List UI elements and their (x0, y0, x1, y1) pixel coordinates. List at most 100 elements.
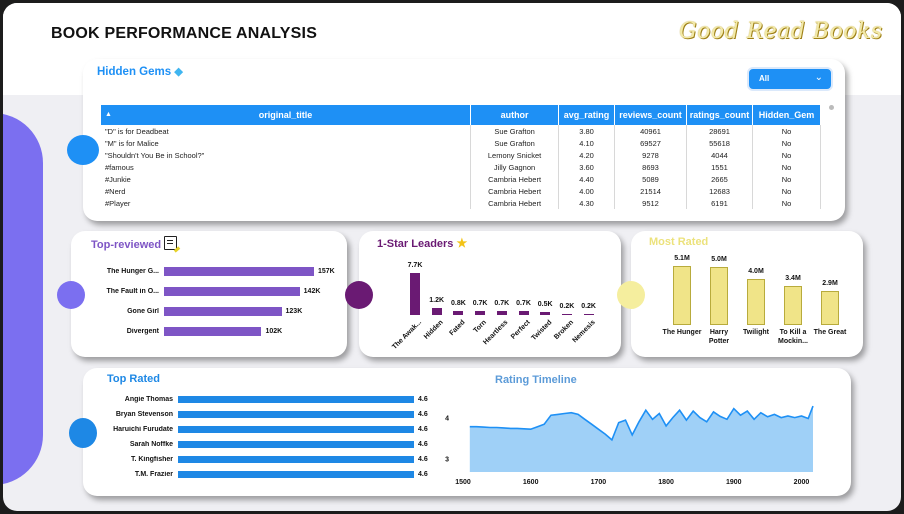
x-tick-label: 1900 (726, 479, 742, 486)
bar[interactable] (164, 267, 314, 276)
table-row[interactable]: "D" is for Deadbeat Sue Grafton 3.80 40961 2… (101, 125, 821, 137)
bar[interactable] (784, 285, 802, 325)
top-reviewed-title: Top-reviewed (91, 236, 181, 253)
filter-dropdown[interactable]: All ⌄ (747, 67, 833, 91)
bar-category-label: Twilight (743, 329, 769, 336)
table-cell-avg-rating: 3.80 (558, 125, 616, 137)
bar-category-label: Perfect (509, 319, 532, 341)
table-cell-avg-rating: 4.40 (558, 173, 616, 185)
table-cell-original-title: "Shouldn't You Be in School?" (101, 149, 472, 161)
table-row[interactable]: #Nerd Cambria Hebert 4.00 21514 12683 No (101, 185, 821, 197)
bar-value-label: 4.6 (418, 441, 428, 448)
table-cell-author: Jilly Gagnon (470, 161, 560, 173)
bar-row[interactable]: The Fault in O... 142K (71, 287, 320, 296)
column-header-hidden-gem[interactable]: Hidden_Gem (752, 105, 821, 125)
table-cell-avg-rating: 4.00 (558, 185, 616, 197)
bar[interactable] (178, 441, 414, 448)
table-cell-hidden-gem: No (752, 149, 821, 161)
bar[interactable] (747, 278, 765, 325)
bar-value-label: 157K (318, 268, 335, 275)
bar[interactable] (518, 311, 529, 315)
bar[interactable] (583, 313, 594, 315)
accent-dot (345, 281, 373, 309)
hidden-gems-title: Hidden Gems ◆ (97, 66, 183, 78)
bar-value-label: 5.1M (674, 255, 690, 262)
column-header-ratings-count[interactable]: ratings_count (686, 105, 753, 125)
table-row[interactable]: #famous Jilly Gagnon 3.60 8693 1551 No (101, 161, 821, 173)
bar[interactable] (496, 311, 507, 315)
bar-category-label: Nemesis (571, 319, 597, 345)
bar-value-label: 4.6 (418, 471, 428, 478)
bar-value-label: 0.2K (559, 302, 575, 310)
bar-row[interactable]: Haruichi Furudate 4.6 (83, 426, 428, 433)
scrollbar-thumb[interactable] (829, 105, 834, 110)
column-header-avg-rating[interactable]: avg_rating (558, 105, 616, 125)
x-tick-label: 1700 (591, 479, 607, 486)
table-row[interactable]: #Player Cambria Hebert 4.30 9512 6191 No (101, 197, 821, 209)
page-title: BOOK PERFORMANCE ANALYSIS (51, 25, 318, 42)
bar[interactable] (178, 411, 414, 418)
table-cell-ratings-count: 12683 (686, 185, 753, 197)
sort-asc-icon[interactable]: ▲ (105, 111, 112, 118)
left-accent-shape (3, 113, 43, 485)
bar[interactable] (431, 308, 442, 315)
bar-row[interactable]: Divergent 102K (71, 327, 282, 336)
bar[interactable] (178, 471, 414, 478)
bar-row[interactable]: T. Kingfisher 4.6 (83, 456, 428, 463)
gem-icon: ◆ (174, 66, 183, 78)
bar-row[interactable]: The Hunger G... 157K (71, 267, 335, 276)
bar-category-label: Torn (472, 319, 489, 335)
table-cell-hidden-gem: No (752, 125, 821, 137)
brand-logo: Good Read Books (679, 19, 883, 44)
top-reviewed-chart: The Hunger G... 157K The Fault in O... 142K… (71, 257, 347, 347)
column-header-author[interactable]: author (470, 105, 560, 125)
bar[interactable] (821, 291, 839, 325)
bar-value-label: 7.7K (407, 262, 423, 269)
bar[interactable] (164, 287, 300, 296)
bar[interactable] (178, 456, 414, 463)
top-rated-chart: Angie Thomas 4.6 Bryan Stevenson 4.6 Haruich… (83, 394, 428, 490)
bar-value-label: 4.0M (748, 267, 764, 275)
column-header-reviews-count[interactable]: reviews_count (614, 105, 687, 125)
table-cell-author: Sue Grafton (470, 125, 560, 137)
bar[interactable] (164, 327, 262, 336)
table-header-row: original_title author avg_rating reviews_co… (101, 105, 821, 125)
dashboard-page: BOOK PERFORMANCE ANALYSIS Good Read Book… (3, 3, 901, 511)
bar-row[interactable]: Angie Thomas 4.6 (83, 396, 428, 403)
bar[interactable] (540, 312, 551, 315)
bar-row[interactable]: T.M. Frazier 4.6 (83, 471, 428, 478)
bar-row[interactable]: Bryan Stevenson 4.6 (83, 411, 428, 418)
bar-value-label: 4.6 (418, 396, 428, 403)
bar[interactable] (410, 273, 420, 315)
table-row[interactable]: "Shouldn't You Be in School?" Lemony Snic… (101, 149, 821, 161)
x-tick-label: 1500 (455, 479, 471, 486)
bar-row[interactable]: Sarah Noffke 4.6 (83, 441, 428, 448)
most-rated-card: Most Rated 5.1M The Hunger 5.0M Harry Potte… (617, 231, 863, 357)
bar[interactable] (710, 267, 728, 325)
table-row[interactable]: "M" is for Malice Sue Grafton 4.10 69527 556… (101, 137, 821, 149)
bar-value-label: 0.7K (472, 300, 488, 308)
table-row[interactable]: #Junkie Cambria Hebert 4.40 5089 2665 No (101, 173, 821, 185)
accent-dot (57, 281, 85, 309)
bar[interactable] (178, 396, 414, 403)
table-cell-author: Cambria Hebert (470, 197, 560, 209)
bar-value-label: 4.6 (418, 411, 428, 418)
timeline-line[interactable] (469, 405, 814, 442)
bar[interactable] (475, 311, 486, 315)
table-cell-original-title: #famous (101, 161, 472, 173)
bar-label: Divergent (126, 328, 159, 335)
table-cell-hidden-gem: No (752, 137, 821, 149)
bar-label: Gone Girl (127, 308, 159, 315)
bar-value-label: 4.6 (418, 426, 428, 433)
table-cell-reviews-count: 9278 (614, 149, 687, 161)
clipboard-icon (164, 236, 181, 253)
bar[interactable] (178, 426, 414, 433)
bar[interactable] (164, 307, 282, 316)
bar[interactable] (673, 266, 691, 325)
bar[interactable] (453, 310, 464, 315)
bar[interactable] (561, 313, 572, 315)
table-cell-hidden-gem: No (752, 197, 821, 209)
bar-row[interactable]: Gone Girl 123K (71, 307, 302, 316)
column-header-original-title[interactable]: original_title (101, 105, 472, 125)
table-cell-ratings-count: 55618 (686, 137, 753, 149)
